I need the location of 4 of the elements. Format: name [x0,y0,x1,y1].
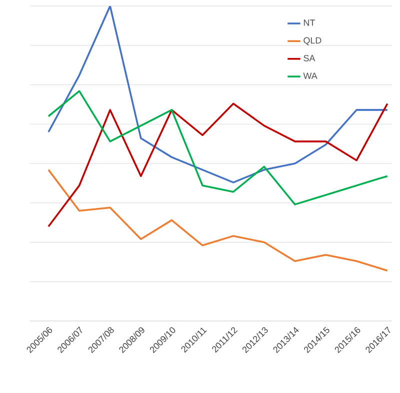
legend-label: SA [304,54,316,62]
legend-label: QLD [304,37,322,46]
legend-label: WA [303,72,318,79]
legend-label: NT [304,20,315,26]
